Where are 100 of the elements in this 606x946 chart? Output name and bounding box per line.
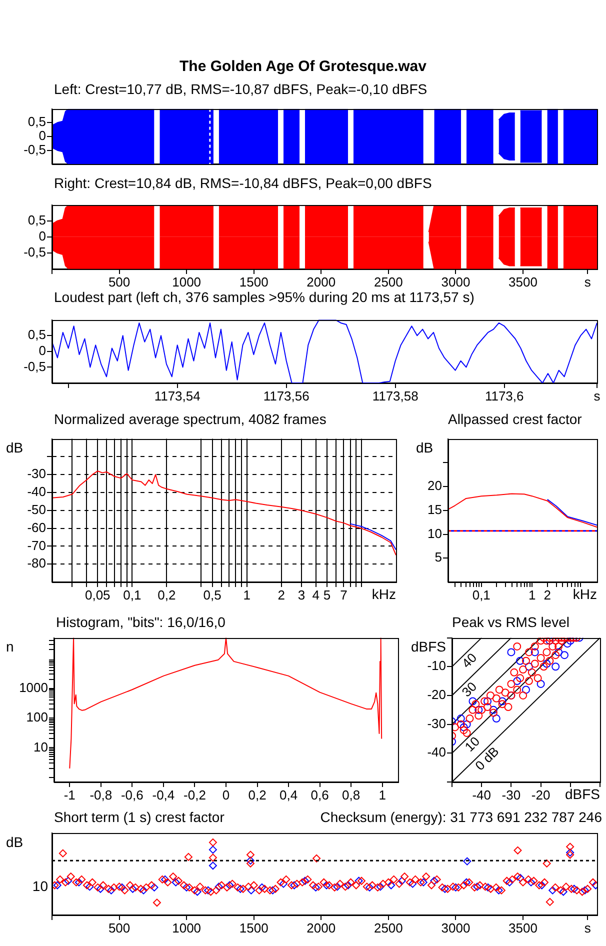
- x-tick-label: 1173,54: [154, 388, 200, 404]
- y-tick-label: -60: [27, 520, 46, 535]
- point: [519, 666, 528, 674]
- x-tick-label: 2: [544, 587, 552, 602]
- x-tick-label: 0: [222, 787, 230, 802]
- y-tick-label: -40: [27, 484, 46, 500]
- point: [563, 640, 572, 648]
- y-tick-label: 0,5: [28, 212, 46, 228]
- point: [64, 876, 72, 885]
- x-tick-label: 1500: [239, 274, 268, 290]
- point: [440, 884, 449, 893]
- x-tick-label: 1173,56: [263, 388, 310, 404]
- y-tick-label: -30: [27, 466, 46, 482]
- y-axis-title: dBFS: [411, 638, 446, 655]
- point: [484, 703, 492, 712]
- point: [530, 642, 539, 650]
- y-tick-label: 20: [428, 478, 442, 494]
- point: [566, 638, 574, 645]
- point: [462, 728, 471, 737]
- point: [524, 662, 533, 671]
- point: [554, 648, 563, 656]
- x-tick-label: 4: [312, 587, 320, 602]
- x-axis-title: dBFS: [564, 786, 600, 802]
- x-tick-label: 1000: [172, 920, 202, 936]
- x-tick-label: 1: [243, 587, 250, 602]
- point: [140, 886, 148, 894]
- point: [516, 674, 524, 682]
- point: [460, 723, 468, 732]
- point: [536, 680, 545, 688]
- point: [204, 886, 212, 894]
- point: [530, 648, 539, 656]
- point: [492, 694, 500, 702]
- point: [513, 677, 522, 686]
- annotation: 40: [458, 650, 480, 671]
- point: [300, 876, 309, 885]
- x-tick-label: 1: [378, 787, 386, 802]
- point: [107, 886, 116, 894]
- chart-title: Right: Crest=10,84 dB, RMS=-10,84 dBFS, Peak=0,00 dBFS: [54, 175, 432, 192]
- point: [548, 886, 557, 894]
- point: [208, 846, 217, 854]
- point: [546, 656, 554, 665]
- point: [419, 878, 428, 886]
- y-tick-label: 5: [434, 550, 442, 565]
- x-tick-label: 500: [108, 274, 130, 290]
- point: [376, 882, 384, 891]
- point: [504, 703, 512, 712]
- text: Checksum (energy): 31 773 691 232 787 246: [320, 809, 602, 826]
- point: [489, 706, 498, 714]
- point: [258, 883, 266, 892]
- point: [501, 688, 510, 697]
- point: [516, 874, 524, 882]
- y-tick-label: 0,5: [28, 327, 46, 342]
- x-axis-title: kHz: [372, 586, 396, 602]
- point: [530, 660, 539, 668]
- x-tick-label: 0,6: [310, 787, 329, 802]
- x-tick-label: 1173,58: [372, 388, 418, 404]
- point: [498, 700, 506, 708]
- point: [408, 880, 417, 888]
- point: [522, 656, 530, 665]
- point: [542, 660, 551, 668]
- point: [86, 882, 94, 891]
- point: [208, 862, 217, 870]
- x-tick-label: s: [584, 920, 592, 936]
- point: [452, 883, 460, 892]
- x-tick-label: 2500: [374, 274, 403, 290]
- chart-title: The Golden Age Of Grotesque.wav: [178, 58, 428, 75]
- point: [468, 697, 477, 706]
- point: [279, 880, 288, 888]
- y-axis-title: dB: [416, 440, 434, 456]
- point: [495, 686, 504, 694]
- y-axis-title: n: [6, 638, 14, 655]
- x-tick-label: -0,6: [120, 787, 144, 802]
- chart-title: Short term (1 s) crest factor: [54, 809, 224, 826]
- point: [430, 876, 438, 885]
- point: [474, 712, 483, 720]
- point: [462, 720, 471, 728]
- y-tick-label: 0,5: [28, 114, 46, 130]
- point: [507, 680, 516, 688]
- x-axis-title: kHz: [572, 586, 597, 602]
- point: [486, 691, 494, 700]
- point: [96, 884, 104, 893]
- x-tick-label: 3000: [441, 274, 470, 290]
- point: [580, 886, 589, 894]
- y-tick-label: -0,5: [24, 244, 46, 260]
- point: [462, 878, 470, 886]
- point: [542, 638, 551, 645]
- x-tick-label: 3500: [508, 920, 538, 936]
- point: [312, 883, 320, 892]
- point: [456, 714, 465, 723]
- point: [524, 677, 533, 686]
- x-tick-label: -1: [64, 787, 76, 802]
- point: [366, 883, 374, 892]
- point: [480, 697, 489, 706]
- y-tick-label: -40: [427, 744, 446, 760]
- point: [570, 884, 578, 893]
- point: [560, 651, 568, 660]
- y-tick-label: 0: [38, 128, 46, 144]
- x-tick-label: 0,5: [203, 587, 222, 602]
- chart-title: Histogram, "bits": 16,0/16,0: [56, 614, 226, 631]
- point: [519, 691, 528, 700]
